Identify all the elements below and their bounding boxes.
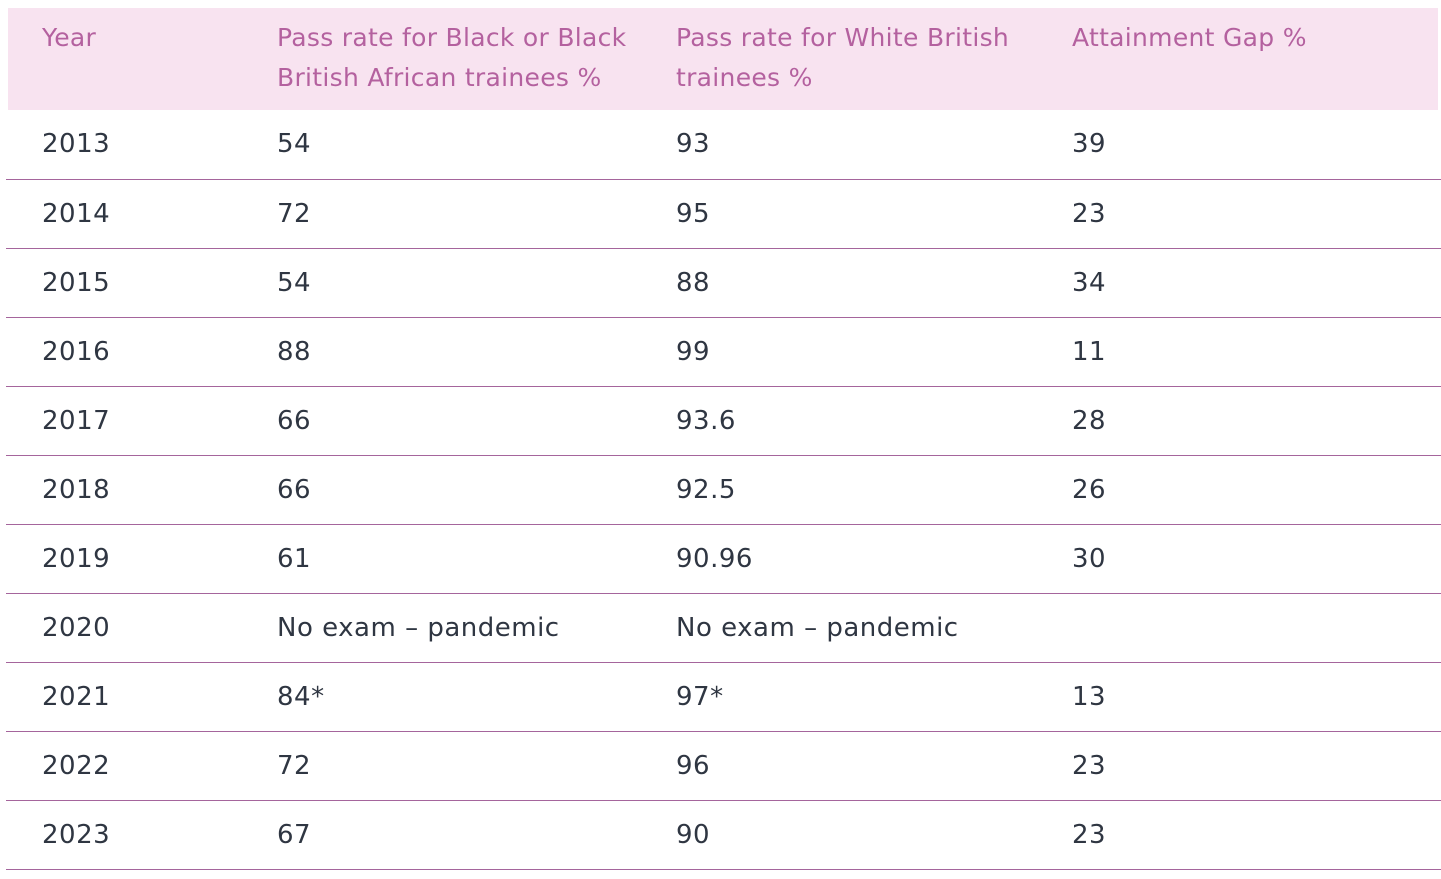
table-row: 2020 No exam – pandemic No exam – pandemic	[6, 593, 1441, 663]
table-row: 2016 88 99 11	[6, 317, 1441, 387]
cell-attainment-gap: 34	[1036, 248, 1441, 318]
cell-year: 2018	[6, 455, 241, 525]
cell-white-pass-rate: 95	[640, 179, 1036, 249]
cell-attainment-gap: 39	[1036, 110, 1441, 180]
table-row: 2018 66 92.5 26	[6, 455, 1441, 525]
cell-year: 2020	[6, 593, 241, 663]
table-row: 2023 67 90 23	[6, 800, 1441, 870]
cell-white-pass-rate: 90	[640, 800, 1036, 870]
cell-white-pass-rate: 99	[640, 317, 1036, 387]
cell-white-pass-rate: 93.6	[640, 386, 1036, 456]
cell-black-pass-rate: 54	[241, 110, 640, 180]
pass-rate-table: Year Pass rate for Black or Black Britis…	[6, 8, 1441, 870]
table-row: 2014 72 95 23	[6, 179, 1441, 249]
cell-year: 2017	[6, 386, 241, 456]
cell-attainment-gap: 30	[1036, 524, 1441, 594]
column-header-white-pass-rate: Pass rate for White British trainees %	[640, 8, 1036, 110]
cell-attainment-gap: 26	[1036, 455, 1441, 525]
cell-white-pass-rate: 93	[640, 110, 1036, 180]
table-row: 2013 54 93 39	[6, 110, 1441, 180]
cell-year: 2023	[6, 800, 241, 870]
cell-attainment-gap	[1036, 593, 1441, 663]
cell-white-pass-rate: 92.5	[640, 455, 1036, 525]
cell-year: 2021	[6, 662, 241, 732]
cell-black-pass-rate: 66	[241, 386, 640, 456]
table-row: 2017 66 93.6 28	[6, 386, 1441, 456]
table-header: Year Pass rate for Black or Black Britis…	[6, 8, 1441, 110]
cell-black-pass-rate: 54	[241, 248, 640, 318]
cell-black-pass-rate: 61	[241, 524, 640, 594]
table-row: 2022 72 96 23	[6, 731, 1441, 801]
table-row: 2021 84* 97* 13	[6, 662, 1441, 732]
table-body: 2013 54 93 39 2014 72 95 23 2015 54 88 34 2016 88 99 11…	[6, 110, 1441, 870]
cell-year: 2022	[6, 731, 241, 801]
column-header-attainment-gap: Attainment Gap %	[1036, 8, 1441, 110]
cell-attainment-gap: 23	[1036, 800, 1441, 870]
cell-year: 2014	[6, 179, 241, 249]
cell-black-pass-rate: 84*	[241, 662, 640, 732]
column-header-year: Year	[6, 8, 241, 110]
column-header-black-pass-rate: Pass rate for Black or Black British Afr…	[241, 8, 640, 110]
cell-year: 2016	[6, 317, 241, 387]
cell-white-pass-rate: 90.96	[640, 524, 1036, 594]
cell-attainment-gap: 23	[1036, 179, 1441, 249]
cell-white-pass-rate: No exam – pandemic	[640, 593, 1036, 663]
cell-black-pass-rate: 72	[241, 179, 640, 249]
cell-year: 2015	[6, 248, 241, 318]
cell-attainment-gap: 11	[1036, 317, 1441, 387]
cell-year: 2019	[6, 524, 241, 594]
cell-black-pass-rate: 67	[241, 800, 640, 870]
cell-white-pass-rate: 96	[640, 731, 1036, 801]
table-row: 2019 61 90.96 30	[6, 524, 1441, 594]
cell-white-pass-rate: 88	[640, 248, 1036, 318]
cell-black-pass-rate: 72	[241, 731, 640, 801]
cell-black-pass-rate: No exam – pandemic	[241, 593, 640, 663]
cell-black-pass-rate: 88	[241, 317, 640, 387]
table-row: 2015 54 88 34	[6, 248, 1441, 318]
cell-white-pass-rate: 97*	[640, 662, 1036, 732]
cell-attainment-gap: 28	[1036, 386, 1441, 456]
header-row: Year Pass rate for Black or Black Britis…	[6, 8, 1441, 110]
cell-attainment-gap: 13	[1036, 662, 1441, 732]
cell-black-pass-rate: 66	[241, 455, 640, 525]
cell-year: 2013	[6, 110, 241, 180]
cell-attainment-gap: 23	[1036, 731, 1441, 801]
